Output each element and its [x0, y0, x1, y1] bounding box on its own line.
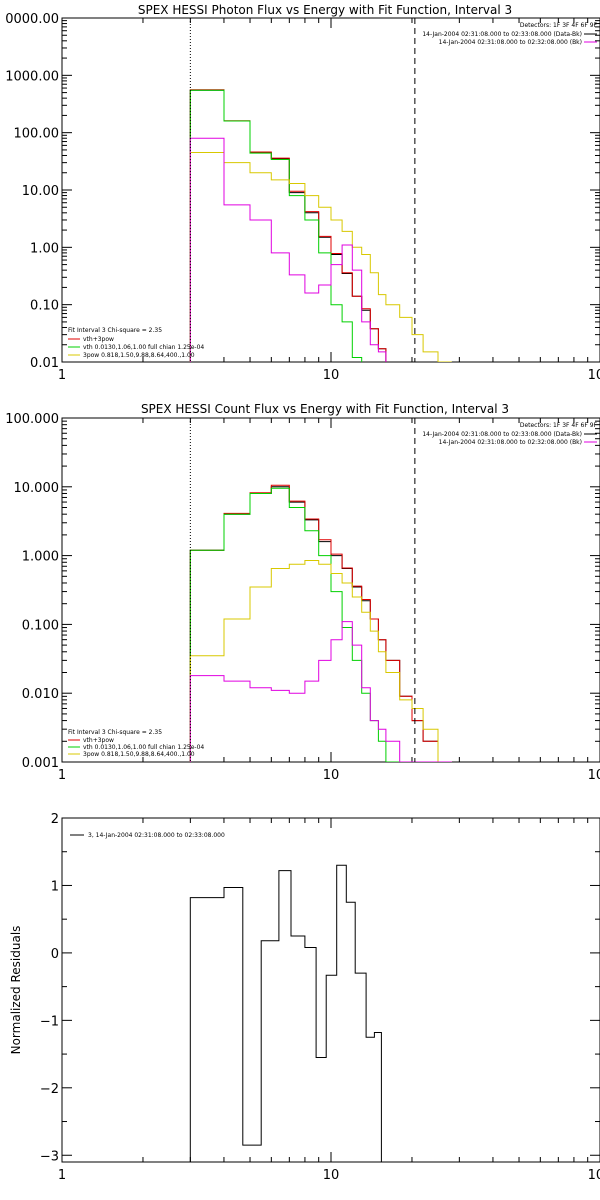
count-fit-label: Fit Interval 3 Chi-square = 2.35: [68, 729, 162, 736]
count-series-4-line: [189, 621, 452, 762]
photon-series-3-line: [189, 152, 452, 362]
residuals-panel: 1 10 100 −3 −2 −1 0 1 2 Normalized Residuals 3, …: [9, 812, 600, 1183]
count-detectors-label: Detectors: 1F 3F 4F 6F 9F: [520, 422, 598, 429]
photon-flux-panel: SPEX HESSI Photon Flux vs Energy with Fi…: [5, 3, 600, 383]
photon-data-interval-label: 14-Jan-2004 02:31:08.000 to 02:33:08.000…: [422, 31, 582, 38]
photon-legend-text-green: vth 0.0130,1.06,1.00 full chian 1.25e-04: [83, 344, 204, 351]
count-x-tick-label: 10: [323, 768, 340, 783]
photon-legend-text-yellow: 3pow 0.818,1.50,9.88,8.64,400.,1.00: [83, 352, 195, 359]
residuals-series-0-line: [189, 864, 382, 1162]
photon-plot-frame: [61, 17, 600, 363]
photon-x-tick-label: 10: [323, 368, 340, 383]
count-flux-panel: SPEX HESSI Count Flux vs Energy with Fit…: [5, 402, 600, 783]
count-header-lines: Detectors: 1F 3F 4F 6F 9F 14-Jan-2004 02…: [422, 422, 597, 446]
count-fit-legend: Fit Interval 3 Chi-square = 2.35 vth+3po…: [68, 729, 204, 758]
residuals-y-tick-label: −2: [40, 1082, 59, 1097]
count-x-tick-label: 100: [588, 768, 600, 783]
residuals-x-tick-label: 10: [323, 1168, 340, 1183]
residuals-legend-text: 3, 14-Jan-2004 02:31:08.000 to 02:33:08.…: [88, 832, 225, 839]
photon-series-4-line: [189, 137, 387, 362]
count-legend-text-green: vth 0.0130,1.06,1.00 full chian 1.25e-04: [83, 744, 204, 751]
count-y-tick-label: 0.001: [22, 756, 59, 771]
residuals-y-tick-label: 2: [51, 812, 59, 827]
photon-y-tick-label: 0000.00: [5, 12, 59, 27]
photon-y-tick-label: 1.00: [30, 241, 59, 256]
photon-fit-label: Fit Interval 3 Chi-square = 2.35: [68, 327, 162, 334]
count-series-1-line: [189, 484, 452, 762]
photon-series-0-line: [189, 89, 387, 362]
count-y-tick-label: 10.000: [14, 481, 60, 496]
photon-series-1-line: [189, 89, 387, 362]
photon-series-2-line: [189, 89, 363, 362]
photon-y-tick-label: 100.00: [14, 127, 60, 142]
residuals-y-tick-label: −1: [40, 1014, 59, 1029]
photon-y-tick-label: 10.00: [22, 184, 59, 199]
photon-y-tick-label: 0.01: [30, 356, 59, 371]
photon-panel-title: SPEX HESSI Photon Flux vs Energy with Fi…: [138, 3, 512, 17]
residuals-y-axis-label: Normalized Residuals: [9, 926, 23, 1055]
residuals-y-tick-label: −3: [40, 1149, 59, 1164]
count-series-2-line: [189, 487, 401, 762]
photon-x-tick-label: 100: [588, 368, 600, 383]
photon-y-tick-label: 0.10: [30, 299, 59, 314]
residuals-y-tick-label: 0: [51, 947, 59, 962]
count-y-tick-label: 100.000: [5, 412, 59, 427]
photon-header-lines: Detectors: 1F 3F 4F 6F 9F 14-Jan-2004 02…: [422, 22, 597, 46]
photon-fit-legend: Fit Interval 3 Chi-square = 2.35 vth+3po…: [68, 327, 204, 359]
count-series-3-line: [189, 560, 452, 762]
count-x-tick-label: 1: [58, 768, 66, 783]
residuals-y-tick-label: 1: [51, 879, 59, 894]
count-panel-title: SPEX HESSI Count Flux vs Energy with Fit…: [141, 402, 509, 416]
count-series-0-line: [189, 486, 452, 762]
count-data-interval-label: 14-Jan-2004 02:31:08.000 to 02:33:08.000…: [422, 431, 582, 438]
count-legend-text-yellow: 3pow 0.818,1.50,9.88,8.64,400.,1.00: [83, 751, 195, 758]
residuals-x-tick-label: 100: [588, 1168, 600, 1183]
residuals-legend: 3, 14-Jan-2004 02:31:08.000 to 02:33:08.…: [70, 832, 225, 839]
photon-detectors-label: Detectors: 1F 3F 4F 6F 9F: [520, 22, 598, 29]
photon-bk-interval-label: 14-Jan-2004 02:31:08.000 to 02:32:08.000…: [439, 39, 582, 46]
residuals-plot-frame: [61, 817, 600, 1163]
photon-x-tick-label: 1: [58, 368, 66, 383]
count-y-tick-label: 1.000: [22, 550, 59, 565]
count-y-tick-label: 0.010: [22, 687, 59, 702]
photon-y-tick-label: 1000.00: [5, 69, 59, 84]
photon-legend-text-red: vth+3pow: [83, 336, 114, 343]
residuals-x-tick-label: 1: [58, 1168, 66, 1183]
count-bk-interval-label: 14-Jan-2004 02:31:08.000 to 02:32:08.000…: [439, 439, 582, 446]
count-y-tick-label: 0.100: [22, 618, 59, 633]
count-legend-text-red: vth+3pow: [83, 737, 114, 744]
